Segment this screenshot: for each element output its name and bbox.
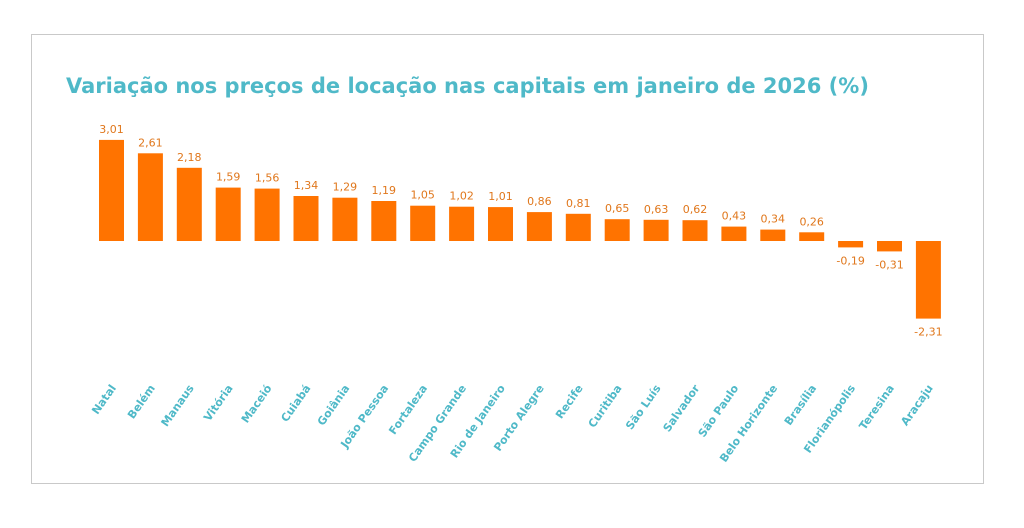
value-label: 0,81 xyxy=(566,197,591,210)
category-label: Recife xyxy=(553,382,586,421)
value-label: 0,65 xyxy=(605,202,630,215)
bar-2 xyxy=(176,167,202,241)
bar-13 xyxy=(604,219,630,241)
bar-18 xyxy=(799,232,825,241)
value-label: 0,34 xyxy=(761,213,786,226)
category-label: Manaus xyxy=(159,382,197,429)
bar-12 xyxy=(565,213,591,241)
category-label: Natal xyxy=(89,382,119,417)
value-label: 1,29 xyxy=(333,181,358,194)
bar-11 xyxy=(526,212,552,241)
bar-6 xyxy=(332,197,358,241)
bar-5 xyxy=(293,196,319,241)
value-label: 0,43 xyxy=(722,210,747,223)
value-label: 2,61 xyxy=(138,136,163,149)
category-label: Vitória xyxy=(201,382,235,423)
value-label: 1,19 xyxy=(372,184,397,197)
value-label: 0,86 xyxy=(527,195,552,208)
category-label: Brasília xyxy=(782,382,819,428)
bar-20 xyxy=(877,241,902,252)
chart-title: Variação nos preços de locação nas capit… xyxy=(66,74,869,98)
bar-3 xyxy=(215,187,241,241)
category-label: Goiânia xyxy=(315,382,352,428)
chart-frame xyxy=(31,34,984,484)
category-label: Teresina xyxy=(857,382,897,432)
category-label: Salvador xyxy=(661,382,703,435)
category-label: Maceió xyxy=(239,382,275,426)
value-label: 1,59 xyxy=(216,171,241,184)
bar-15 xyxy=(682,220,708,241)
value-label: 0,63 xyxy=(644,203,669,216)
value-label: -0,19 xyxy=(836,254,864,267)
value-label: 1,01 xyxy=(488,190,513,203)
value-label: 1,02 xyxy=(449,190,474,203)
value-label: 0,26 xyxy=(799,215,824,228)
bar-8 xyxy=(410,205,436,241)
value-label: -2,31 xyxy=(914,326,942,339)
value-label: 2,18 xyxy=(177,151,202,164)
category-label: Cuiabá xyxy=(278,382,313,424)
bar-7 xyxy=(371,201,397,241)
bar-1 xyxy=(137,153,163,241)
value-label: 1,56 xyxy=(255,172,280,185)
value-label: 0,62 xyxy=(683,203,708,216)
category-label: Belém xyxy=(125,382,158,421)
value-label: 1,34 xyxy=(294,179,319,192)
category-label: Curitiba xyxy=(586,382,625,430)
bar-19 xyxy=(838,241,864,248)
bar-9 xyxy=(449,206,475,241)
value-label: -0,31 xyxy=(875,258,903,271)
category-label: Fortaleza xyxy=(386,382,430,437)
bar-21 xyxy=(915,241,941,319)
value-label: 3,01 xyxy=(99,123,124,136)
bar-10 xyxy=(488,207,513,241)
bar-14 xyxy=(643,219,669,241)
bar-4 xyxy=(254,188,280,241)
category-label: São Luís xyxy=(623,382,664,432)
bar-16 xyxy=(721,226,747,241)
category-label: Aracaju xyxy=(898,382,936,428)
bar-0 xyxy=(99,139,124,241)
value-label: 1,05 xyxy=(410,189,435,202)
bar-17 xyxy=(760,229,786,241)
